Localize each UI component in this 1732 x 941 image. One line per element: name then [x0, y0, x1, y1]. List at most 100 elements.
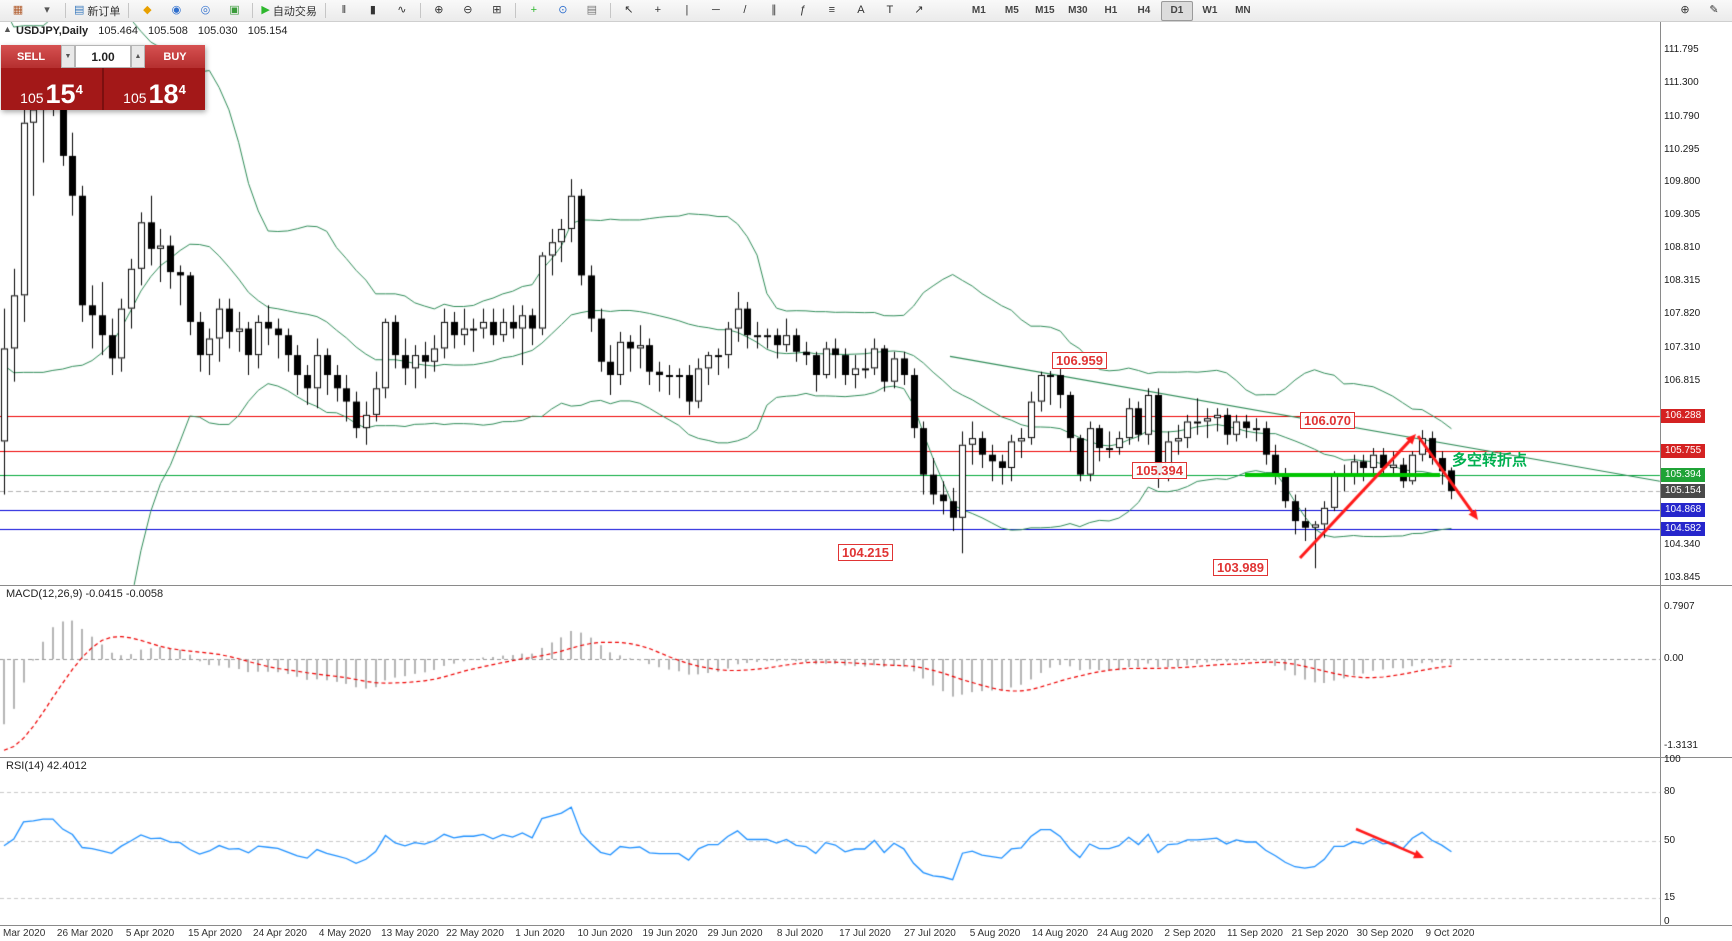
price-label-jul-low[interactable]: 104.215 [838, 544, 893, 561]
date-tick: 13 May 2020 [381, 928, 439, 939]
pane-separator-rsi[interactable] [0, 757, 1732, 758]
navigator-icon[interactable]: ◎ [191, 1, 219, 21]
cursor-icon[interactable]: ↖ [615, 1, 643, 21]
bar-chart-icon[interactable]: ‖ [330, 1, 358, 21]
trendline-icon[interactable]: / [731, 1, 759, 21]
market-watch-icon[interactable]: ◉ [162, 1, 190, 21]
metaeditor-icon-glyph: ◆ [143, 4, 152, 16]
one-click-toggle-icon[interactable]: ▲ [3, 24, 12, 34]
tile-windows-icon-glyph: ⊞ [492, 4, 502, 16]
timeframe-m15[interactable]: M15 [1035, 5, 1055, 16]
chart-list-dropdown-icon[interactable]: ▾ [33, 1, 61, 21]
tile-windows-icon[interactable]: ⊞ [483, 1, 511, 21]
sell-button[interactable]: SELL [1, 45, 61, 68]
vertical-line-icon-glyph: | [685, 4, 689, 16]
market-watch-icon-glyph: ◉ [171, 4, 182, 16]
templates-icon-glyph: ▤ [586, 4, 598, 16]
period-clock-icon-glyph: ⊙ [558, 4, 568, 16]
timeframe-m1[interactable]: M1 [971, 5, 986, 16]
turning-point-note: 多空转折点 [1452, 452, 1528, 469]
sell-price-figure: 105 [20, 89, 44, 106]
volume-input[interactable] [75, 45, 131, 68]
macd-header: MACD(12,26,9) -0.0415 -0.0058 [6, 588, 164, 600]
period-clock-icon[interactable]: ⊙ [549, 1, 577, 21]
price-tick: 108.315 [1664, 275, 1701, 287]
indicators-icon-glyph: + [530, 4, 538, 16]
price-label-level[interactable]: 105.394 [1132, 462, 1187, 479]
arrows-icon[interactable]: ↗ [905, 1, 933, 21]
timeframe-h1[interactable]: H1 [1104, 5, 1118, 16]
price-tick: 104.340 [1664, 539, 1701, 550]
date-tick: 4 May 2020 [318, 928, 372, 939]
metaeditor-icon[interactable]: ◆ [133, 1, 161, 21]
price-tick: 110.295 [1664, 143, 1700, 155]
symbol-label: USDJPY,Daily [16, 25, 89, 37]
buy-price-point: 4 [178, 82, 186, 97]
volume-decrease-button[interactable]: ▼ [61, 45, 75, 68]
date-tick: 5 Apr 2020 [125, 928, 175, 939]
pane-separator-macd[interactable] [0, 585, 1732, 586]
fibonacci-icon-glyph: ƒ [799, 4, 806, 16]
timeframe-h4[interactable]: H4 [1137, 5, 1151, 16]
new-order-button[interactable]: ▤ 新订单 [70, 1, 124, 21]
price-label-oct-high[interactable]: 106.070 [1300, 412, 1355, 429]
templates-icon[interactable]: ▤ [578, 1, 606, 21]
open-value: 105.464 [98, 25, 138, 37]
price-tick: 109.305 [1664, 209, 1701, 221]
timeframe-m30[interactable]: M30 [1068, 5, 1088, 16]
text-label-icon[interactable]: T [876, 1, 904, 21]
buy-price-display[interactable]: 105 18 4 [104, 68, 205, 110]
vertical-line-icon[interactable]: | [673, 1, 701, 21]
trendline-icon-glyph: / [743, 4, 747, 16]
new-order-button-label: 新订单 [87, 5, 121, 18]
horizontal-line-icon[interactable]: ─ [702, 1, 730, 21]
date-tick: 17 Jul 2020 [839, 928, 891, 939]
new-chart-icon[interactable]: ▦ [4, 1, 32, 21]
timeframe-mn[interactable]: MN [1235, 5, 1251, 16]
date-tick: 19 Jun 2020 [642, 928, 698, 939]
price-tag: 105.755 [1661, 444, 1706, 459]
timeframe-w1[interactable]: W1 [1202, 5, 1218, 16]
toolbar-separator [514, 3, 516, 18]
text-label-icon-glyph: T [886, 4, 894, 16]
text-icon[interactable]: A [847, 1, 875, 21]
candlestick-chart-icon[interactable]: ▮ [359, 1, 387, 21]
price-label-aug-high[interactable]: 106.959 [1052, 352, 1107, 369]
macd-tick: 0.7907 [1664, 600, 1695, 612]
crosshair-icon[interactable]: + [644, 1, 672, 21]
price-tag: 105.154 [1661, 483, 1706, 498]
zoom-in-icon-glyph: ⊕ [434, 4, 444, 16]
date-tick: 30 Sep 2020 [1356, 928, 1414, 939]
fibonacci-icon[interactable]: ƒ [789, 1, 817, 21]
toolbar-separator [65, 3, 66, 18]
zoom-search-icon[interactable]: ⊕ [1671, 1, 1699, 21]
indicators-icon[interactable]: + [520, 1, 548, 21]
terminal-icon-glyph: ▣ [229, 4, 240, 16]
toolbar-separator [324, 3, 326, 18]
quote-header: USDJPY,Daily 105.464 105.508 105.030 105… [16, 25, 294, 37]
volume-increase-button[interactable]: ▲ [131, 45, 145, 68]
price-axis-border [1660, 22, 1661, 925]
channel-icon[interactable]: ∥ [760, 1, 788, 21]
rsi-tick: 100 [1664, 754, 1681, 765]
zoom-out-icon[interactable]: ⊖ [454, 1, 482, 21]
edit-pencil-icon[interactable]: ✎ [1700, 1, 1728, 21]
rsi-tick: 0 [1664, 916, 1670, 927]
sell-price-display[interactable]: 105 15 4 [1, 68, 102, 110]
line-chart-icon[interactable]: ∿ [388, 1, 416, 21]
timeframe-m5[interactable]: M5 [1004, 5, 1019, 16]
date-tick: 29 Jun 2020 [707, 928, 763, 939]
auto-trading-button[interactable]: ▶ 自动交易 [257, 1, 320, 21]
timeframe-d1[interactable]: D1 [1160, 0, 1193, 21]
terminal-icon[interactable]: ▣ [220, 1, 248, 21]
date-tick: 24 Apr 2020 [253, 928, 307, 939]
price-label-sep-low[interactable]: 103.989 [1213, 559, 1268, 576]
zoom-in-icon[interactable]: ⊕ [425, 1, 453, 21]
zoom-search-icon-glyph: ⊕ [1680, 4, 1690, 16]
cursor-icon-glyph: ↖ [624, 4, 634, 16]
crosshair-icon-glyph: + [654, 4, 662, 16]
buy-button[interactable]: BUY [145, 45, 205, 68]
shapes-icon-glyph: ≡ [828, 4, 836, 16]
shapes-icon[interactable]: ≡ [818, 1, 846, 21]
